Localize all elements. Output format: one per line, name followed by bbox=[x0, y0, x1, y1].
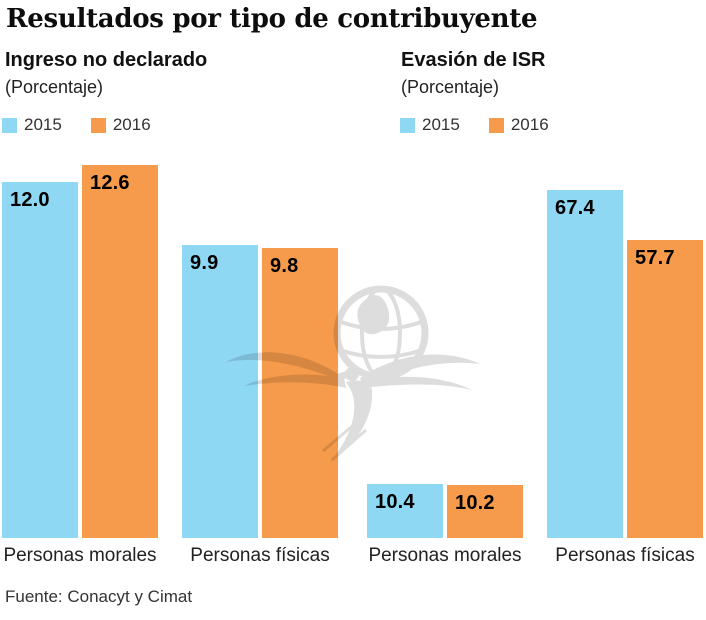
bar-value-label: 9.9 bbox=[190, 252, 219, 274]
bar-2015-personas-fisicas: 67.4 bbox=[547, 190, 623, 538]
bar-2016-personas-morales: 12.6 bbox=[82, 165, 158, 538]
bar-2016-personas-fisicas: 57.7 bbox=[627, 240, 703, 538]
legend-item-2016: 2016 bbox=[488, 115, 549, 135]
bar-group-personas-fisicas: 9.9 9.8 bbox=[182, 245, 338, 538]
page-title: Resultados por tipo de contribuyente bbox=[6, 4, 538, 34]
legend-item-2016: 2016 bbox=[90, 115, 151, 135]
legend-swatch-2016 bbox=[488, 117, 504, 133]
bar-value-label: 12.6 bbox=[90, 172, 130, 194]
bar-2016-personas-morales: 10.2 bbox=[447, 485, 523, 538]
bar-value-label: 10.4 bbox=[375, 491, 415, 513]
bar-plot-ingreso-no-declarado: 12.0 12.6 9.9 9.8 bbox=[2, 138, 338, 538]
legend-right: 2015 2016 bbox=[400, 115, 549, 135]
bar-group-personas-morales: 10.4 10.2 bbox=[367, 484, 523, 538]
bar-plot-evasion-de-isr: 10.4 10.2 67.4 57.7 bbox=[367, 138, 703, 538]
legend-swatch-2016 bbox=[90, 117, 106, 133]
category-labels-left: Personas morales Personas físicas bbox=[2, 545, 338, 567]
source-credit: Fuente: Conacyt y Cimat bbox=[5, 587, 193, 606]
bar-2015-personas-fisicas: 9.9 bbox=[182, 245, 258, 538]
category-label-personas-morales: Personas morales bbox=[368, 545, 522, 566]
category-label-personas-fisicas: Personas físicas bbox=[190, 545, 330, 566]
bar-2015-personas-morales: 10.4 bbox=[367, 484, 443, 538]
bar-group-personas-fisicas: 67.4 57.7 bbox=[547, 190, 703, 538]
bar-2015-personas-morales: 12.0 bbox=[2, 182, 78, 538]
bar-group-personas-morales: 12.0 12.6 bbox=[2, 165, 158, 538]
chart-title: Evasión de ISR bbox=[401, 49, 546, 71]
chart-header-ingreso-no-declarado: Ingreso no declarado (Porcentaje) bbox=[5, 48, 207, 98]
chart-subtitle: (Porcentaje) bbox=[401, 77, 500, 97]
bar-value-label: 9.8 bbox=[270, 255, 299, 277]
legend-label: 2016 bbox=[112, 115, 151, 134]
chart-subtitle: (Porcentaje) bbox=[5, 77, 104, 97]
bar-value-label: 57.7 bbox=[635, 247, 675, 269]
bar-value-label: 67.4 bbox=[555, 197, 595, 219]
bar-2016-personas-fisicas: 9.8 bbox=[262, 248, 338, 538]
bar-value-label: 10.2 bbox=[455, 492, 495, 514]
legend-item-2015: 2015 bbox=[400, 115, 460, 135]
chart-title: Ingreso no declarado bbox=[5, 49, 208, 71]
legend-label: 2016 bbox=[510, 115, 549, 134]
chart-header-evasion-de-isr: Evasión de ISR (Porcentaje) bbox=[401, 48, 546, 98]
legend-item-2015: 2015 bbox=[2, 115, 62, 135]
legend-swatch-2015 bbox=[2, 117, 17, 133]
legend-label: 2015 bbox=[24, 115, 62, 134]
legend-swatch-2015 bbox=[400, 117, 415, 133]
legend-label: 2015 bbox=[422, 115, 460, 134]
bar-value-label: 12.0 bbox=[10, 189, 50, 211]
category-label-personas-fisicas: Personas físicas bbox=[555, 545, 695, 566]
category-labels-right: Personas morales Personas físicas bbox=[367, 545, 703, 567]
category-label-personas-morales: Personas morales bbox=[3, 545, 157, 566]
legend-left: 2015 2016 bbox=[2, 115, 151, 135]
